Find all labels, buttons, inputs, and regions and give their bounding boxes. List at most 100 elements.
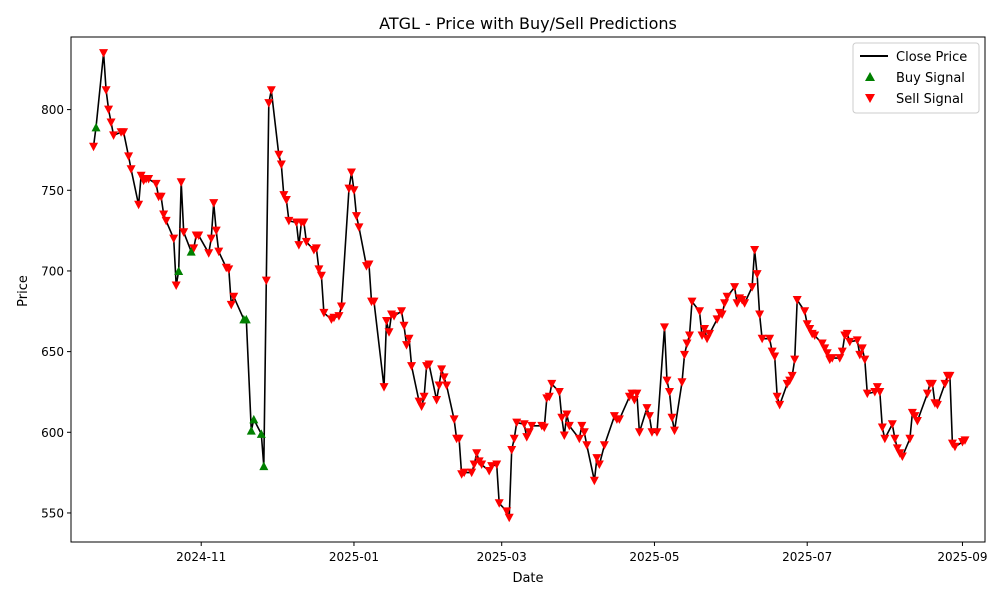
sell-signal-marker bbox=[279, 191, 289, 200]
y-tick-label: 800 bbox=[41, 103, 64, 117]
y-axis-ticks: 550 600 650 700 750 800 bbox=[41, 103, 71, 520]
sell-signal-marker bbox=[266, 86, 276, 95]
buy-signal-marker bbox=[186, 247, 196, 256]
sell-signal-marker bbox=[349, 186, 359, 195]
x-axis-label: Date bbox=[512, 571, 543, 586]
sell-signal-marker bbox=[449, 415, 459, 424]
sell-signal-marker bbox=[404, 334, 414, 344]
sell-signal-marker bbox=[770, 352, 780, 361]
legend-sell-signal-label: Sell Signal bbox=[896, 92, 964, 107]
chart-title: ATGL - Price with Buy/Sell Predictions bbox=[379, 14, 677, 33]
sell-signal-marker bbox=[852, 336, 862, 345]
sell-signal-marker bbox=[634, 428, 644, 437]
sell-signal-marker bbox=[509, 434, 519, 444]
sell-signal-marker bbox=[717, 310, 727, 320]
sell-signal-marker bbox=[945, 371, 955, 381]
sell-signal-marker bbox=[284, 216, 294, 226]
sell-signal-marker bbox=[582, 441, 592, 450]
sell-signal-marker bbox=[106, 118, 116, 128]
plot-area bbox=[89, 49, 970, 523]
sell-signal-marker bbox=[950, 442, 960, 452]
sell-signal-marker bbox=[682, 339, 692, 349]
sell-signal-marker bbox=[417, 402, 427, 411]
sell-signal-marker bbox=[424, 360, 434, 370]
sell-signal-marker bbox=[494, 499, 504, 508]
sell-signal-marker bbox=[294, 241, 304, 250]
sell-signal-marker bbox=[872, 383, 882, 392]
sell-signal-marker bbox=[354, 223, 364, 232]
x-tick-label: 2025-05 bbox=[629, 550, 679, 564]
sell-signal-marker bbox=[329, 313, 339, 323]
y-tick-label: 650 bbox=[41, 345, 64, 359]
sell-signal-marker bbox=[772, 392, 782, 402]
sell-signal-marker bbox=[539, 423, 549, 432]
x-tick-label: 2025-01 bbox=[329, 550, 379, 564]
sell-signal-marker bbox=[156, 192, 166, 202]
sell-signal-marker bbox=[432, 396, 442, 405]
x-tick-label: 2024-11 bbox=[176, 550, 226, 564]
sell-signal-marker bbox=[820, 344, 830, 353]
sell-signal-marker bbox=[274, 150, 284, 160]
sell-signal-marker bbox=[161, 216, 171, 226]
sell-signal-marker bbox=[574, 434, 584, 444]
legend-buy-triangle-up-icon bbox=[865, 72, 875, 81]
sell-signal-marker bbox=[755, 310, 765, 320]
sell-signal-marker bbox=[224, 265, 234, 274]
sell-signal-marker bbox=[599, 441, 609, 450]
buy-signal-marker bbox=[259, 461, 269, 471]
sell-signal-marker bbox=[912, 416, 922, 426]
sell-signal-marker bbox=[817, 339, 827, 349]
sell-signal-marker bbox=[775, 400, 785, 410]
sell-signal-marker bbox=[472, 449, 482, 458]
sell-signal-marker bbox=[101, 86, 111, 95]
sell-signal-marker bbox=[810, 331, 820, 340]
sell-signal-marker bbox=[301, 237, 311, 247]
sell-signal-marker bbox=[414, 397, 424, 407]
buy-signal-marker bbox=[249, 414, 259, 424]
buy-signal-marker bbox=[246, 426, 256, 435]
sell-signal-marker bbox=[189, 244, 199, 253]
sell-signal-marker bbox=[685, 331, 695, 340]
sell-signal-marker bbox=[214, 247, 224, 257]
sell-signal-marker bbox=[730, 283, 740, 292]
sell-signal-marker bbox=[669, 426, 679, 436]
sell-signal-marker bbox=[299, 218, 309, 228]
sell-signal-marker bbox=[940, 379, 950, 389]
sell-signal-marker bbox=[264, 99, 274, 108]
sell-signal-marker bbox=[407, 362, 417, 371]
sell-signal-marker bbox=[827, 354, 837, 363]
sell-signal-marker bbox=[364, 260, 374, 269]
sell-signal-marker bbox=[437, 365, 447, 374]
sell-signal-marker bbox=[311, 244, 321, 253]
sell-signal-marker bbox=[519, 420, 529, 429]
sell-signal-marker bbox=[527, 421, 537, 431]
sell-signal-marker bbox=[877, 423, 887, 432]
sell-signal-marker bbox=[477, 460, 487, 470]
sell-signal-marker bbox=[857, 344, 867, 353]
x-tick-label: 2025-07 bbox=[782, 550, 832, 564]
sell-signal-marker bbox=[747, 283, 757, 292]
sell-signal-marker bbox=[787, 371, 797, 381]
sell-signal-marker bbox=[442, 381, 452, 390]
sell-signal-marker bbox=[226, 300, 236, 310]
sell-signal-marker bbox=[750, 245, 760, 255]
sell-signal-marker bbox=[159, 210, 169, 219]
sell-signal-marker bbox=[502, 507, 512, 516]
legend-box bbox=[852, 42, 980, 114]
sell-signal-marker bbox=[276, 160, 286, 169]
sell-signal-marker bbox=[910, 412, 920, 421]
sell-signal-marker bbox=[351, 212, 361, 221]
sell-signal-marker bbox=[667, 413, 677, 423]
sell-signal-marker bbox=[524, 428, 534, 437]
sell-signal-marker bbox=[614, 415, 624, 424]
sell-signal-marker bbox=[379, 383, 389, 392]
sell-signal-marker bbox=[905, 434, 915, 444]
sell-signal-marker bbox=[932, 400, 942, 410]
sell-signal-marker bbox=[89, 142, 99, 152]
sell-signal-marker bbox=[927, 379, 937, 389]
sell-signal-marker bbox=[632, 389, 642, 399]
y-axis-label: Price bbox=[16, 275, 31, 307]
sell-signal-marker bbox=[845, 337, 855, 347]
sell-signal-marker bbox=[124, 152, 134, 161]
sell-signal-marker bbox=[695, 307, 705, 316]
